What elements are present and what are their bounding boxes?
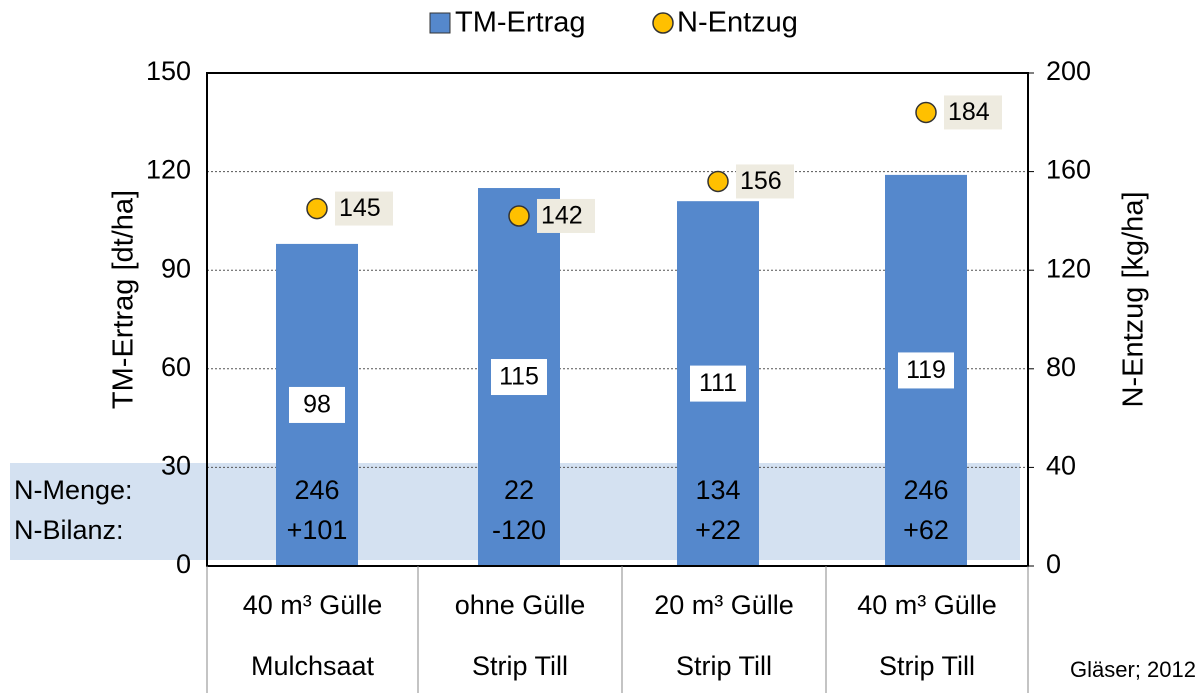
- dot-label-box: [537, 198, 595, 233]
- y2-tick-label: 0: [1046, 549, 1061, 579]
- x-tick-label: 40 m³ Gülle: [857, 590, 997, 620]
- table-cell: +62: [903, 515, 949, 545]
- bar-label-box: [289, 386, 345, 423]
- table-row-label: N-Bilanz:: [14, 515, 124, 545]
- y2-tick-label: 200: [1046, 56, 1091, 86]
- bar-label-box: [491, 359, 547, 396]
- dot-label-box: [335, 191, 393, 226]
- y-tick-label: 0: [176, 549, 191, 579]
- y-tick-label: 150: [146, 56, 191, 86]
- y-tick-label: 120: [146, 155, 191, 185]
- table-cell: 246: [903, 475, 948, 505]
- dot-label: 145: [339, 194, 381, 222]
- table-cell: 134: [695, 475, 740, 505]
- y2-tick-label: 160: [1046, 155, 1091, 185]
- x-tick-label: Strip Till: [676, 651, 772, 681]
- y2-tick-label: 40: [1046, 451, 1076, 481]
- bar-label: 98: [303, 391, 331, 419]
- bar-label-box: [690, 365, 746, 402]
- y-tick-label: 90: [161, 253, 191, 283]
- bar-label: 115: [499, 363, 539, 391]
- y-tick-label: 60: [161, 352, 191, 382]
- source: Gläser; 2012: [1070, 657, 1196, 682]
- table-cell: +22: [695, 515, 741, 545]
- x-tick-label: 20 m³ Gülle: [654, 590, 794, 620]
- table-row-label: N-Menge:: [14, 475, 133, 505]
- y-axis-title: TM-Ertrag [dt/ha]: [108, 190, 140, 409]
- x-tick-label: Strip Till: [472, 651, 568, 681]
- dot-label: 142: [541, 202, 583, 230]
- plot-frame: [206, 72, 1029, 567]
- y-tick-label: 30: [161, 451, 191, 481]
- bar-label-box: [898, 352, 954, 389]
- dot-label: 156: [740, 167, 782, 195]
- y2-tick-label: 120: [1046, 253, 1091, 283]
- dot-label: 184: [948, 98, 990, 126]
- x-tick-label: 40 m³ Gülle: [243, 590, 383, 620]
- table-cell: +101: [287, 515, 348, 545]
- table-cell: -120: [492, 515, 546, 545]
- dot-label-box: [736, 164, 794, 199]
- dot: [508, 205, 530, 227]
- bar-label: 111: [699, 369, 737, 397]
- legend-swatch: [652, 12, 674, 34]
- x-tick-label: ohne Gülle: [455, 590, 586, 620]
- y2-tick-label: 80: [1046, 352, 1076, 382]
- x-tick-label: Strip Till: [879, 651, 975, 681]
- legend-label: TM-Ertrag: [455, 7, 586, 39]
- dot: [707, 170, 729, 193]
- table-cell: 246: [294, 475, 339, 505]
- dot-label-box: [944, 95, 1002, 130]
- table-cell: 22: [504, 475, 534, 505]
- legend-label: N-Entzug: [677, 7, 798, 39]
- legend-swatch: [429, 12, 451, 34]
- bar-label: 119: [906, 356, 946, 384]
- dot: [306, 197, 328, 220]
- y2-axis-title: N-Entzug [kg/ha]: [1118, 192, 1150, 408]
- x-tick-label: Mulchsaat: [251, 651, 375, 681]
- dot: [915, 101, 937, 124]
